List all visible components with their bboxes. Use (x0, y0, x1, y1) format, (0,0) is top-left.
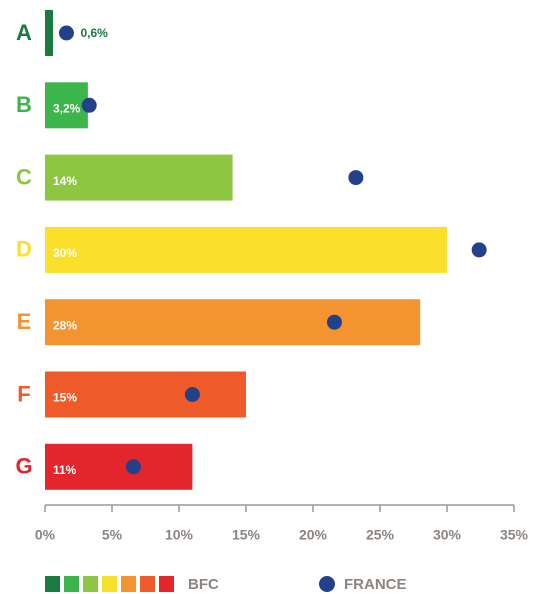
france-dot (184, 387, 200, 402)
category-label: B (16, 92, 32, 117)
legend-swatch (45, 576, 60, 592)
legend-dot (319, 576, 335, 592)
bar (45, 371, 246, 418)
category-label: C (16, 164, 32, 189)
category-label: E (17, 309, 32, 334)
france-dot (326, 314, 342, 330)
x-tick-label: 0% (35, 527, 56, 543)
legend-swatch (102, 576, 117, 592)
value-label: 0,6% (80, 26, 108, 40)
x-tick-label: 30% (433, 527, 462, 543)
legend-swatch (159, 576, 174, 592)
bar (45, 226, 447, 273)
legend-swatch (140, 576, 155, 592)
value-label: 14% (53, 174, 77, 188)
france-dot (348, 170, 364, 186)
legend-swatch (83, 576, 98, 592)
value-label: 11% (53, 463, 77, 477)
category-label: D (16, 237, 32, 262)
x-tick-label: 10% (165, 527, 194, 543)
category-label: F (17, 381, 30, 406)
bar (45, 154, 233, 201)
x-tick-label: 20% (299, 527, 328, 543)
value-label: 30% (53, 246, 77, 260)
bar (45, 299, 421, 346)
x-tick-label: 15% (232, 527, 261, 543)
value-label: 15% (53, 391, 77, 405)
value-label: 28% (53, 318, 77, 332)
france-dot (81, 97, 97, 113)
legend-swatch (121, 576, 136, 592)
legend-swatch (64, 576, 79, 592)
legend-label: FRANCE (344, 576, 407, 593)
x-tick-label: 35% (500, 527, 529, 543)
france-dot (471, 242, 487, 258)
x-tick-label: 5% (102, 527, 123, 543)
bar (45, 10, 54, 56)
france-dot (125, 459, 141, 475)
value-label: 3,2% (53, 101, 81, 115)
france-dot (58, 25, 74, 41)
bar (45, 82, 88, 129)
category-label: G (15, 454, 32, 479)
legend-label: BFC (188, 576, 219, 593)
category-label: A (16, 20, 32, 45)
x-tick-label: 25% (366, 527, 395, 543)
bar (45, 443, 193, 490)
